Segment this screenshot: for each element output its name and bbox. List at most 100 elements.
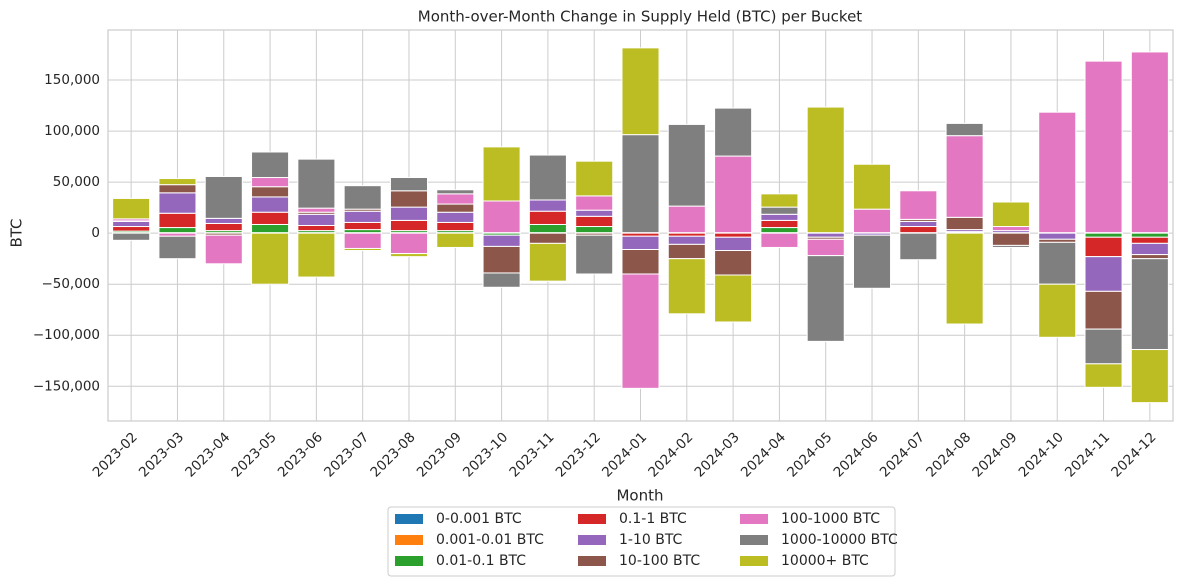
x-tick-label: 2023-05 <box>229 429 280 480</box>
bar <box>158 178 197 186</box>
bar <box>621 47 660 136</box>
bar <box>1130 258 1169 351</box>
bar <box>991 232 1030 246</box>
x-tick-label: 2023-10 <box>460 429 511 480</box>
legend-swatch <box>740 556 768 566</box>
bar <box>297 158 336 209</box>
bar <box>436 232 475 248</box>
bar <box>158 227 197 234</box>
legend-swatch <box>395 514 423 524</box>
bar <box>991 201 1030 228</box>
x-tick-label: 2024-05 <box>784 429 835 480</box>
bar <box>251 223 290 234</box>
bar <box>760 227 799 234</box>
bar <box>251 196 290 213</box>
x-tick-label: 2024-12 <box>1108 429 1159 480</box>
legend-swatch <box>395 556 423 566</box>
bar <box>158 212 197 229</box>
bar <box>112 226 151 232</box>
bar <box>343 232 382 249</box>
bar <box>204 234 243 265</box>
bar <box>1130 254 1169 260</box>
x-tick-label: 2024-09 <box>969 429 1020 480</box>
bar <box>528 154 567 201</box>
bar <box>251 186 290 198</box>
bar <box>389 190 428 208</box>
bar <box>575 215 614 228</box>
bar <box>389 206 428 221</box>
x-axis-label: Month <box>616 487 663 505</box>
x-tick-label: 2024-06 <box>830 429 881 480</box>
bar <box>853 163 892 210</box>
bar <box>945 232 984 325</box>
x-tick-label: 2023-12 <box>553 429 604 480</box>
bar <box>714 155 753 234</box>
bar <box>945 135 984 218</box>
bar <box>1038 111 1077 234</box>
bar <box>575 226 614 234</box>
legend-label: 1000-10000 BTC <box>781 532 898 548</box>
bar <box>1130 51 1169 234</box>
y-tick-label: 150,000 <box>44 72 100 88</box>
bar <box>343 247 382 252</box>
bar <box>528 199 567 212</box>
x-tick-label: 2024-03 <box>692 429 743 480</box>
x-tick-label: 2023-07 <box>321 429 372 480</box>
legend-label: 0.1-1 BTC <box>619 511 687 527</box>
bar <box>1130 242 1169 256</box>
bar <box>251 211 290 225</box>
bar <box>204 222 243 232</box>
bar <box>158 184 197 194</box>
legend-swatch <box>578 514 606 524</box>
bar <box>714 250 753 276</box>
bar <box>343 210 382 223</box>
bar <box>1084 232 1123 238</box>
x-tick-label: 2024-10 <box>1016 429 1067 480</box>
bar <box>945 122 984 137</box>
bar <box>297 213 336 226</box>
bar <box>1084 60 1123 234</box>
bar <box>714 236 753 252</box>
bar <box>899 232 938 261</box>
bar <box>528 232 567 244</box>
y-tick-label: −150,000 <box>33 378 100 394</box>
bar <box>1038 232 1077 240</box>
y-tick-label: 100,000 <box>44 123 100 139</box>
bar <box>436 221 475 232</box>
bar <box>853 208 892 234</box>
bar <box>806 255 845 342</box>
x-tick-label: 2024-11 <box>1062 429 1113 480</box>
x-tick-label: 2023-06 <box>275 429 326 480</box>
bar <box>667 243 706 260</box>
bar <box>945 216 984 231</box>
bar <box>204 217 243 224</box>
y-tick-label: 50,000 <box>53 174 100 190</box>
bar <box>482 234 521 247</box>
x-tick-label: 2023-03 <box>136 429 187 480</box>
bar <box>436 189 475 195</box>
bar <box>575 209 614 217</box>
x-tick-label: 2024-01 <box>599 429 650 480</box>
bar <box>621 134 660 234</box>
bar <box>389 232 428 255</box>
bar <box>714 232 753 238</box>
bar <box>389 219 428 232</box>
bar <box>1130 236 1169 244</box>
bar <box>1084 328 1123 365</box>
bar <box>297 207 336 213</box>
chart-title: Month-over-Month Change in Supply Held (… <box>418 8 863 26</box>
bar <box>389 253 428 258</box>
bar <box>251 232 290 285</box>
bar <box>760 213 799 221</box>
bar <box>667 205 706 234</box>
legend-label: 1-10 BTC <box>619 532 683 548</box>
bar <box>575 234 614 275</box>
bar <box>436 193 475 205</box>
bar <box>667 235 706 245</box>
bar <box>991 244 1030 248</box>
bar <box>158 192 197 214</box>
bar <box>528 210 567 225</box>
legend-swatch <box>578 535 606 545</box>
legend-box <box>387 506 896 577</box>
